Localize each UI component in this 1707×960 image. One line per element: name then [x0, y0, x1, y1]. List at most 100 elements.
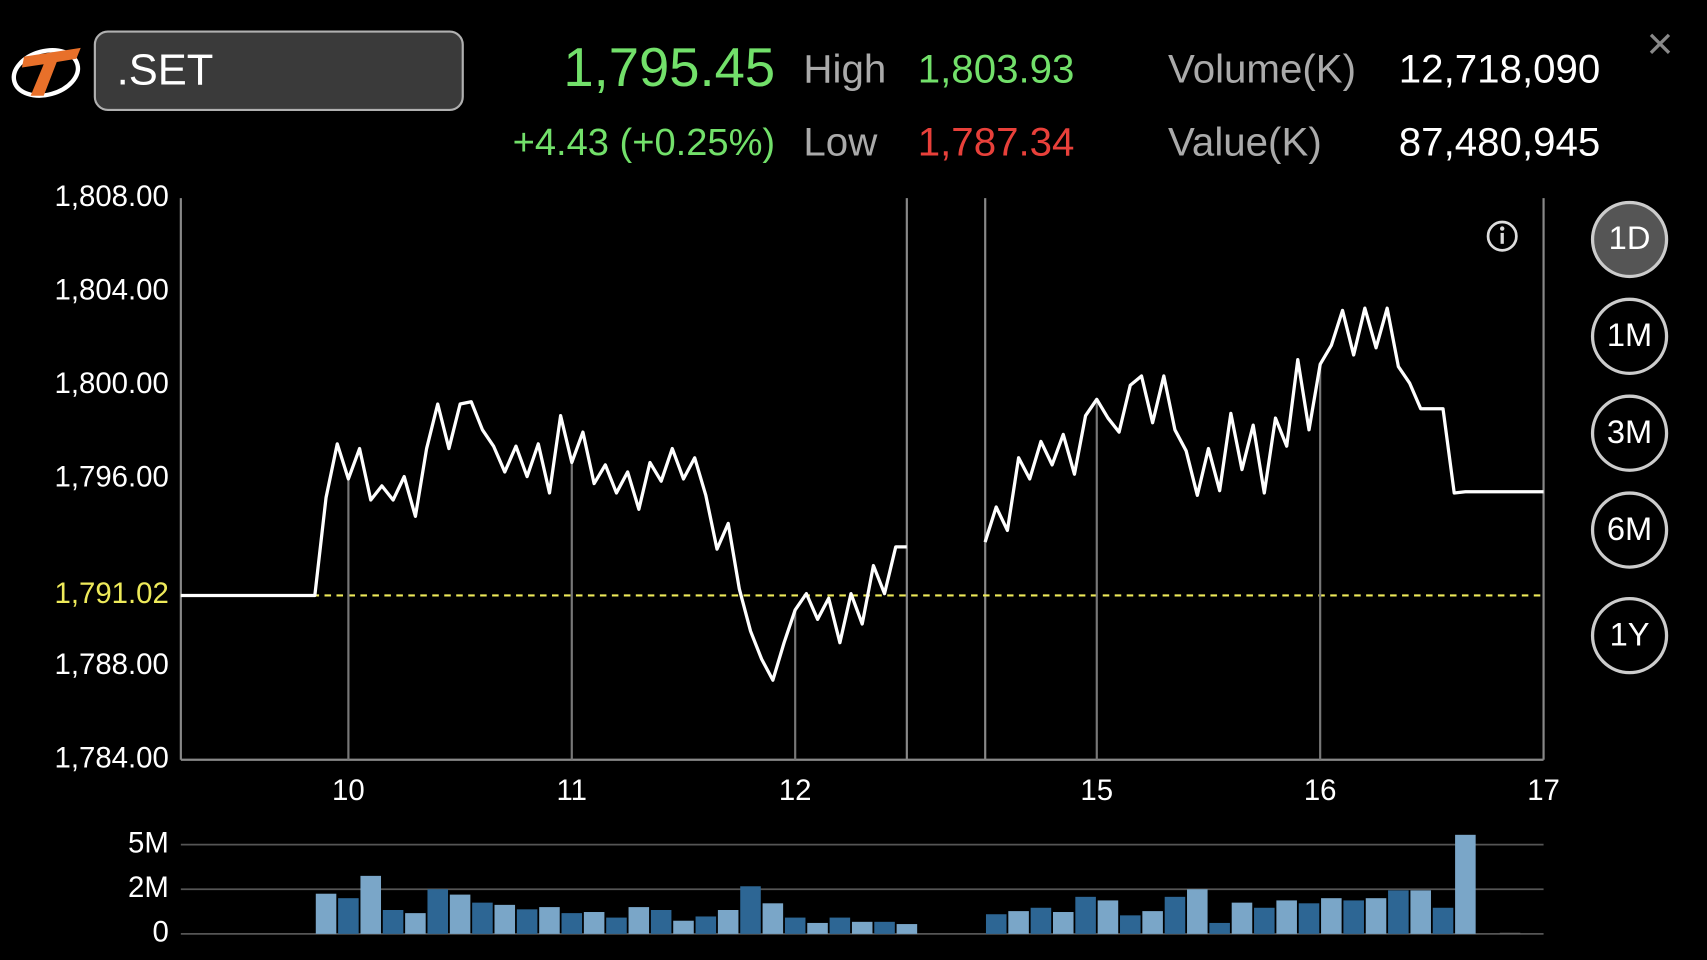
- volume-bar: [1343, 900, 1364, 934]
- period-label[interactable]: 6M: [1607, 510, 1652, 547]
- volume-bar: [628, 907, 650, 934]
- x-tick-label: 17: [1527, 774, 1560, 807]
- x-tick-label: 12: [779, 774, 812, 807]
- period-circle[interactable]: [1590, 200, 1669, 279]
- volume-bar: [427, 889, 449, 934]
- info-dot[interactable]: [1500, 226, 1505, 231]
- volume-bar: [583, 912, 605, 934]
- period-button[interactable]: 6M: [1590, 491, 1669, 569]
- volume-bar: [1209, 922, 1230, 934]
- period-circle[interactable]: [1590, 491, 1669, 569]
- volume-bar: [338, 898, 359, 934]
- period-button[interactable]: 3M: [1590, 394, 1669, 472]
- price-change: +4.43 (+0.25%): [513, 122, 776, 164]
- volume-bar: [1410, 890, 1431, 934]
- volume-bar: [1254, 907, 1275, 934]
- volume-bar: [829, 917, 851, 934]
- high-value: 1,803.93: [918, 46, 1075, 91]
- period-buttons: 1D 1M 3M 6M 1Y: [1590, 200, 1669, 675]
- period-button[interactable]: 1M: [1590, 297, 1669, 375]
- period-label[interactable]: 3M: [1607, 413, 1652, 450]
- volume-tick-label: 2M: [128, 871, 169, 904]
- reference-label: 1,791.02: [55, 577, 169, 610]
- volume-bar: [494, 904, 516, 934]
- y-tick-label: 1,800.00: [55, 367, 169, 400]
- period-button[interactable]: 1D: [1590, 200, 1669, 279]
- period-circle[interactable]: [1590, 297, 1669, 375]
- volume-bar: [717, 910, 739, 934]
- y-tick-label: 1,796.00: [55, 461, 169, 494]
- period-label[interactable]: 1Y: [1610, 615, 1650, 652]
- volume-bar: [516, 909, 538, 934]
- volume-bar: [762, 903, 784, 934]
- value-value: 87,480,945: [1399, 119, 1601, 164]
- volume-bar: [985, 914, 1007, 934]
- volume-tick-label: 5M: [128, 826, 169, 859]
- y-tick-label: 1,784.00: [55, 741, 169, 774]
- logo-mark: [21, 47, 81, 96]
- x-tick-label: 10: [332, 774, 365, 807]
- y-tick-label: 1,788.00: [55, 648, 169, 681]
- symbol-box[interactable]: .SET: [93, 30, 464, 112]
- volume-bar: [673, 920, 694, 934]
- volume-bar: [1231, 902, 1253, 934]
- volume-bar: [1432, 907, 1454, 934]
- volume-bar: [1142, 911, 1163, 934]
- volume-bar: [1052, 912, 1074, 934]
- volume-bar: [1075, 896, 1096, 934]
- volume-bar: [1030, 907, 1052, 934]
- volume-label: Volume(K): [1168, 46, 1356, 91]
- volume-bar: [539, 907, 560, 934]
- volume-bar: [1008, 911, 1029, 934]
- x-tick-label: 11: [557, 774, 588, 807]
- volume-bar: [650, 910, 672, 934]
- volume-bar: [1120, 915, 1141, 934]
- y-tick-label: 1,808.00: [55, 180, 169, 213]
- close-button[interactable]: ×: [1647, 18, 1674, 69]
- info-circle[interactable]: [1486, 220, 1518, 252]
- x-tick-label: 15: [1080, 774, 1113, 807]
- symbol[interactable]: .SET: [117, 46, 214, 94]
- low-label: Low: [803, 119, 878, 164]
- volume-bar: [472, 902, 493, 934]
- info-icon[interactable]: [1486, 220, 1518, 252]
- period-label[interactable]: 1D: [1609, 219, 1651, 256]
- high-label: High: [803, 46, 886, 91]
- volume-bar: [740, 886, 761, 934]
- volume-bar: [1455, 834, 1476, 934]
- volume-bar: [695, 916, 717, 934]
- period-label[interactable]: 1M: [1607, 316, 1652, 353]
- price-line: [983, 306, 1544, 543]
- volume-bar: [807, 922, 828, 934]
- volume-bar: [784, 917, 806, 934]
- period-circle[interactable]: [1590, 394, 1669, 472]
- volume-bar: [874, 921, 895, 934]
- volume-bar: [1499, 932, 1521, 934]
- volume-bar: [1276, 900, 1297, 934]
- volume-bar: [1187, 889, 1208, 934]
- x-tick-label: 16: [1304, 774, 1337, 807]
- low-value: 1,787.34: [918, 119, 1075, 164]
- volume-bar: [896, 924, 918, 934]
- volume-bar: [1097, 900, 1119, 934]
- period-button[interactable]: 1Y: [1590, 597, 1669, 675]
- volume-bar: [1298, 903, 1320, 934]
- volume-bar: [561, 913, 583, 934]
- price-line: [180, 400, 907, 682]
- volume-bar: [1164, 896, 1186, 934]
- period-circle[interactable]: [1590, 597, 1669, 675]
- logo: [11, 47, 81, 98]
- plot-frame: [179, 198, 1545, 761]
- volume-bar: [1388, 890, 1409, 934]
- y-tick-label: 1,804.00: [55, 273, 169, 306]
- volume-bar: [315, 893, 337, 934]
- volume-bar: [405, 913, 426, 934]
- logo-ring: [11, 48, 81, 98]
- info-bar[interactable]: [1500, 232, 1504, 244]
- symbol-field[interactable]: [93, 30, 464, 112]
- volume-value: 12,718,090: [1399, 46, 1601, 91]
- volume-bar: [1365, 898, 1387, 934]
